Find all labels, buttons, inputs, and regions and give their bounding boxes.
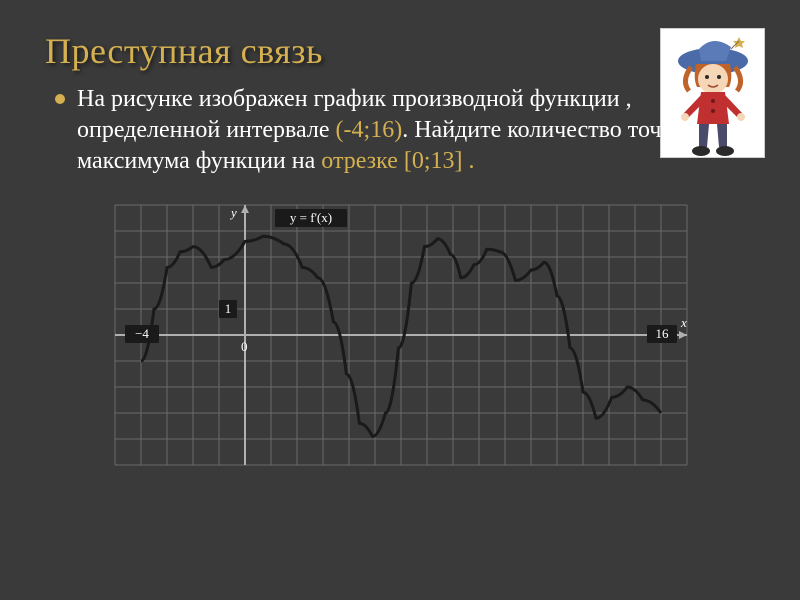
bullet-icon (55, 94, 65, 104)
segment-text: отрезке [0;13] . (321, 148, 474, 174)
svg-text:y: y (229, 205, 237, 220)
problem-text: На рисунке изображен график производной … (77, 84, 717, 178)
svg-text:1: 1 (225, 301, 232, 316)
svg-text:x: x (680, 315, 687, 330)
svg-text:y = f'(x): y = f'(x) (290, 210, 332, 225)
svg-text:16: 16 (656, 326, 670, 341)
svg-text:−4: −4 (135, 326, 149, 341)
star-icon (733, 37, 745, 48)
content-area: На рисунке изображен график производной … (0, 72, 800, 468)
interval-text: (-4;16) (336, 117, 403, 143)
derivative-chart: y x y = f'(x) −4 1 0 16 (105, 203, 695, 468)
svg-text:0: 0 (241, 339, 248, 354)
